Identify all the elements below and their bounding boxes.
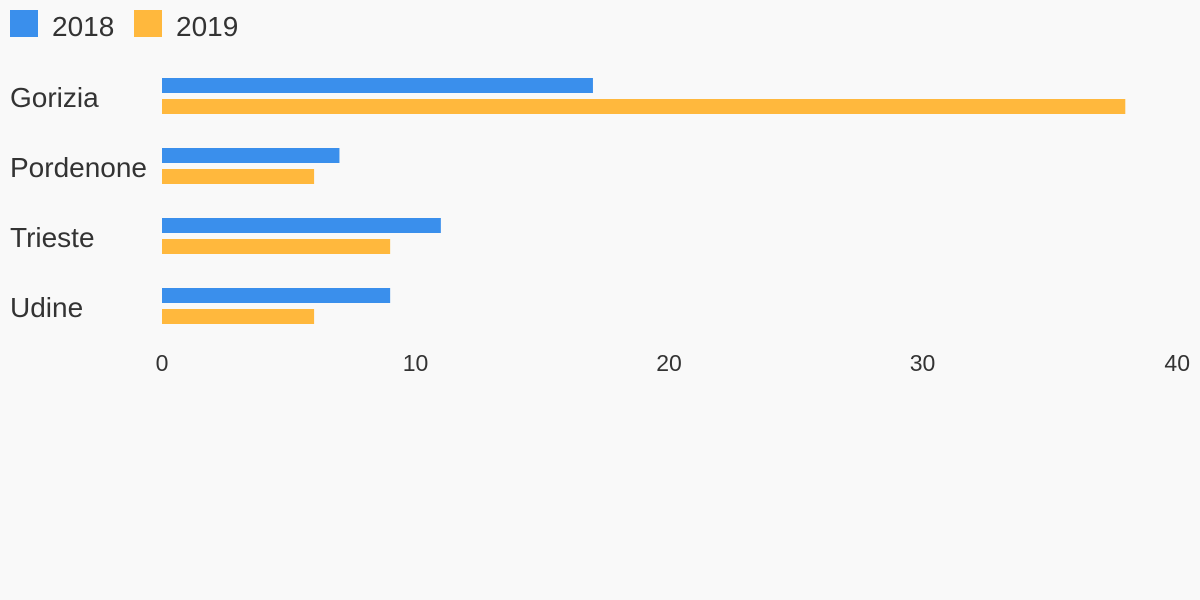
legend-swatch-2018 <box>10 10 38 37</box>
bars <box>162 78 1126 324</box>
category-label: Udine <box>10 292 83 323</box>
bar-2018-udine <box>162 288 391 303</box>
bar-2019-trieste <box>162 239 391 254</box>
x-tick-label: 10 <box>403 350 429 376</box>
legend: 2018 2019 <box>10 10 238 42</box>
x-tick-label: 30 <box>910 350 936 376</box>
category-label: Trieste <box>10 222 95 253</box>
bar-2018-pordenone <box>162 148 340 163</box>
category-label: Pordenone <box>10 152 147 183</box>
bar-2019-udine <box>162 309 315 324</box>
category-labels: Gorizia Pordenone Trieste Udine <box>10 82 147 323</box>
x-axis: 0 10 20 30 40 <box>156 350 1190 376</box>
category-label: Gorizia <box>10 82 99 113</box>
bar-2019-pordenone <box>162 169 315 184</box>
x-tick-label: 20 <box>656 350 682 376</box>
x-tick-label: 0 <box>156 350 169 376</box>
legend-label-2018: 2018 <box>52 11 114 42</box>
legend-label-2019: 2019 <box>176 11 238 42</box>
bar-2019-gorizia <box>162 99 1126 114</box>
bar-2018-gorizia <box>162 78 593 93</box>
x-tick-label: 40 <box>1164 350 1190 376</box>
legend-swatch-2019 <box>134 10 162 37</box>
bar-2018-trieste <box>162 218 441 233</box>
